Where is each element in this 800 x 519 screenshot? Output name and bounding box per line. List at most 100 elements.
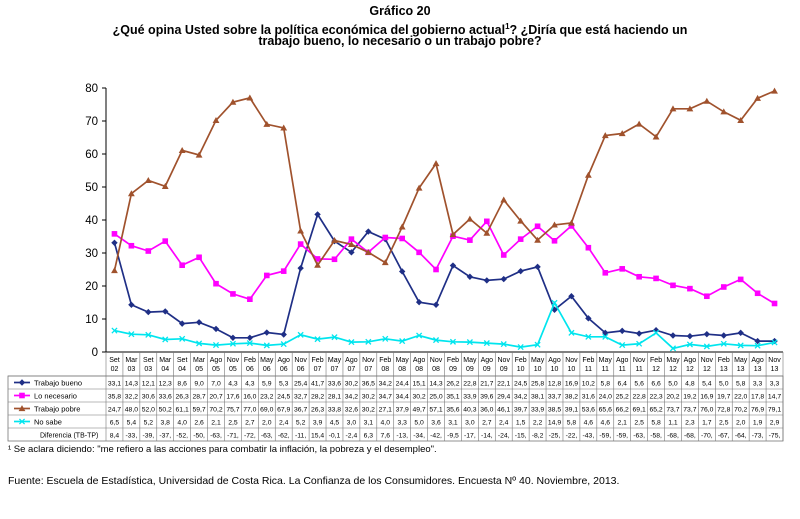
table-cell-lo-necesario: 28,1 — [328, 394, 341, 401]
data-point-trabajo-pobre — [381, 259, 389, 266]
x-tick-label: 07 — [348, 366, 356, 373]
data-point-no-sabe — [280, 341, 287, 348]
difference-row-label: Diferencia (TB-TP) — [40, 433, 98, 440]
x-tick-label: 07 — [364, 366, 372, 373]
table-cell-difference: -17, — [464, 433, 476, 440]
data-point-lo-necesario — [585, 244, 592, 251]
data-point-no-sabe — [568, 329, 575, 336]
data-point-trabajo-bueno — [212, 325, 220, 333]
x-tick-label: Mar — [125, 357, 138, 364]
data-point-trabajo-pobre — [500, 196, 508, 203]
table-cell-trabajo-pobre: 46,1 — [497, 407, 510, 414]
table-cell-lo-necesario: 24,5 — [277, 394, 290, 401]
table-cell-trabajo-bueno: 14,3 — [429, 381, 442, 388]
table-cell-difference: -58, — [650, 433, 662, 440]
x-tick-label: 13 — [771, 366, 779, 373]
data-point-lo-necesario — [416, 249, 422, 256]
data-point-no-sabe — [771, 339, 778, 346]
legend-marker-trabajo-pobre — [18, 405, 26, 412]
data-point-trabajo-pobre — [314, 261, 321, 268]
data-point-lo-necesario — [619, 266, 626, 272]
table-cell-no-sabe: 1,5 — [516, 420, 526, 427]
data-point-trabajo-pobre — [195, 151, 203, 158]
y-tick-label: 10 — [85, 314, 98, 326]
table-cell-no-sabe: 4,5 — [330, 420, 340, 427]
table-cell-no-sabe: 5,4 — [127, 420, 137, 427]
table-cell-no-sabe: 2,9 — [770, 420, 780, 427]
data-point-lo-necesario — [670, 282, 676, 289]
table-cell-difference: -37, — [159, 433, 171, 440]
x-tick-label: 06 — [246, 366, 254, 373]
x-tick-label: Nov — [768, 357, 781, 364]
table-cell-trabajo-bueno: 22,8 — [463, 381, 476, 388]
table-cell-trabajo-pobre: 39,1 — [565, 407, 578, 414]
table-cell-lo-necesario: 26,3 — [176, 394, 189, 401]
table-cell-difference: -59, — [616, 433, 628, 440]
data-point-lo-necesario — [314, 256, 321, 262]
table-cell-trabajo-pobre: 73,7 — [683, 407, 696, 414]
table-cell-trabajo-pobre: 70,2 — [209, 407, 222, 414]
legend-label-lo-necesario: Lo necesario — [34, 392, 77, 401]
table-cell-trabajo-bueno: 24,4 — [396, 381, 409, 388]
data-point-trabajo-bueno — [128, 301, 135, 309]
table-cell-trabajo-pobre: 32,6 — [345, 407, 358, 414]
data-point-trabajo-pobre — [669, 105, 677, 112]
data-point-no-sabe — [365, 338, 372, 345]
table-cell-lo-necesario: 38,2 — [565, 394, 578, 401]
data-point-trabajo-pobre — [449, 231, 457, 238]
data-point-lo-necesario — [145, 248, 152, 254]
data-point-no-sabe — [128, 331, 135, 338]
data-point-trabajo-bueno — [162, 308, 169, 315]
data-point-trabajo-bueno — [365, 228, 372, 235]
table-cell-trabajo-pobre: 69,0 — [260, 407, 273, 414]
table-cell-lo-necesario: 35,1 — [446, 394, 459, 401]
table-cell-trabajo-bueno: 8,6 — [177, 381, 187, 388]
table-cell-trabajo-bueno: 3,3 — [753, 381, 763, 388]
table-cell-trabajo-bueno: 25,4 — [294, 381, 307, 388]
x-tick-label: 11 — [635, 366, 642, 373]
data-point-trabajo-pobre — [771, 87, 778, 94]
table-cell-lo-necesario: 23,2 — [260, 394, 273, 401]
table-cell-no-sabe: 2,7 — [482, 420, 492, 427]
question-text-tail: ? ¿Diría que está haciendo un — [509, 23, 688, 38]
table-cell-no-sabe: 5,8 — [651, 420, 661, 427]
data-point-trabajo-bueno — [145, 308, 152, 316]
series-line-lo-necesario — [114, 219, 775, 305]
table-cell-no-sabe: 2,5 — [228, 420, 238, 427]
data-point-trabajo-bueno — [398, 268, 406, 275]
table-cell-trabajo-pobre: 49,7 — [412, 407, 425, 414]
table-cell-trabajo-bueno: 6,4 — [617, 381, 627, 388]
x-tick-label: 13 — [737, 366, 745, 373]
table-cell-trabajo-bueno: 12,8 — [548, 381, 561, 388]
y-tick-label: 60 — [85, 149, 98, 161]
table-cell-difference: -42, — [430, 433, 442, 440]
data-point-trabajo-bueno — [432, 301, 440, 309]
x-tick-label: 12 — [669, 366, 677, 373]
chart-heading: Gráfico 20 — [369, 4, 431, 18]
data-point-trabajo-pobre — [635, 120, 643, 127]
table-cell-trabajo-pobre: 50,2 — [159, 407, 172, 414]
y-tick-label: 70 — [85, 116, 98, 128]
data-point-trabajo-pobre — [297, 227, 305, 234]
table-cell-trabajo-bueno: 5,8 — [736, 381, 746, 388]
table-cell-lo-necesario: 34,7 — [379, 394, 392, 401]
question-superscript: 1 — [505, 22, 510, 31]
table-cell-trabajo-pobre: 36,7 — [294, 407, 307, 414]
table-cell-difference: -8,2 — [532, 433, 544, 440]
table-cell-no-sabe: 4,6 — [601, 420, 611, 427]
table-cell-trabajo-pobre: 39,7 — [514, 407, 527, 414]
x-tick-label: Feb — [650, 357, 662, 364]
data-point-trabajo-bueno — [500, 275, 507, 283]
table-cell-lo-necesario: 19,2 — [683, 394, 696, 401]
x-tick-label: 11 — [585, 366, 592, 373]
data-point-no-sabe — [348, 339, 355, 346]
table-cell-no-sabe: 2,3 — [685, 420, 695, 427]
table-cell-no-sabe: 5,2 — [144, 420, 154, 427]
x-tick-label: 10 — [517, 366, 525, 373]
table-cell-trabajo-pobre: 27,1 — [379, 407, 392, 414]
table-cell-difference: -64, — [735, 433, 747, 440]
data-point-trabajo-pobre — [229, 98, 237, 105]
data-point-no-sabe — [196, 340, 203, 347]
x-tick-label: 12 — [703, 366, 711, 373]
table-cell-difference: -72, — [244, 433, 256, 440]
